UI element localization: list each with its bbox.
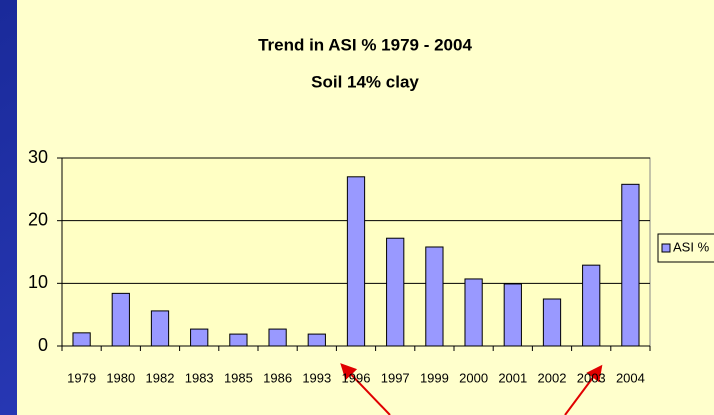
x-tick-label: 1997 <box>381 370 410 385</box>
arrow <box>564 364 603 415</box>
bar <box>425 246 444 347</box>
bar <box>621 183 640 347</box>
x-tick-label: 2004 <box>616 370 645 385</box>
bar <box>72 332 91 347</box>
legend-label: ASI % <box>673 239 710 254</box>
x-tick-label: 2000 <box>459 370 488 385</box>
legend-swatch <box>661 243 671 253</box>
bar <box>582 264 601 347</box>
x-tick-label: 1980 <box>106 370 135 385</box>
bar <box>150 310 170 347</box>
bar <box>346 176 366 347</box>
arrow <box>340 363 391 415</box>
y-tick-label: 30 <box>28 147 48 167</box>
x-tick-label: 1982 <box>146 370 175 385</box>
bar <box>229 333 248 347</box>
x-tick-label: 2003 <box>577 370 606 385</box>
x-tick-label: 1979 <box>67 370 96 385</box>
x-tick-label: 2002 <box>538 370 567 385</box>
y-tick-label: 10 <box>28 272 48 292</box>
y-tick-label: 20 <box>28 209 48 229</box>
x-tick-label: 1983 <box>185 370 214 385</box>
y-tick-label: 0 <box>38 335 48 355</box>
bar <box>542 298 562 347</box>
x-tick-label: 1996 <box>342 370 371 385</box>
x-tick-label: 1999 <box>420 370 449 385</box>
chart-title: Trend in ASI % 1979 - 2004 <box>258 35 472 54</box>
bar <box>307 333 326 347</box>
chart-subtitle: Soil 14% clay <box>311 72 419 91</box>
bar <box>464 278 483 347</box>
bar <box>190 328 209 347</box>
x-tick-label: 1993 <box>302 370 331 385</box>
bar <box>268 328 287 347</box>
x-tick-label: 2001 <box>498 370 527 385</box>
x-tick-label: 1986 <box>263 370 292 385</box>
bar <box>111 292 130 347</box>
bar <box>503 283 522 347</box>
bar <box>386 237 405 347</box>
x-tick-label: 1985 <box>224 370 253 385</box>
